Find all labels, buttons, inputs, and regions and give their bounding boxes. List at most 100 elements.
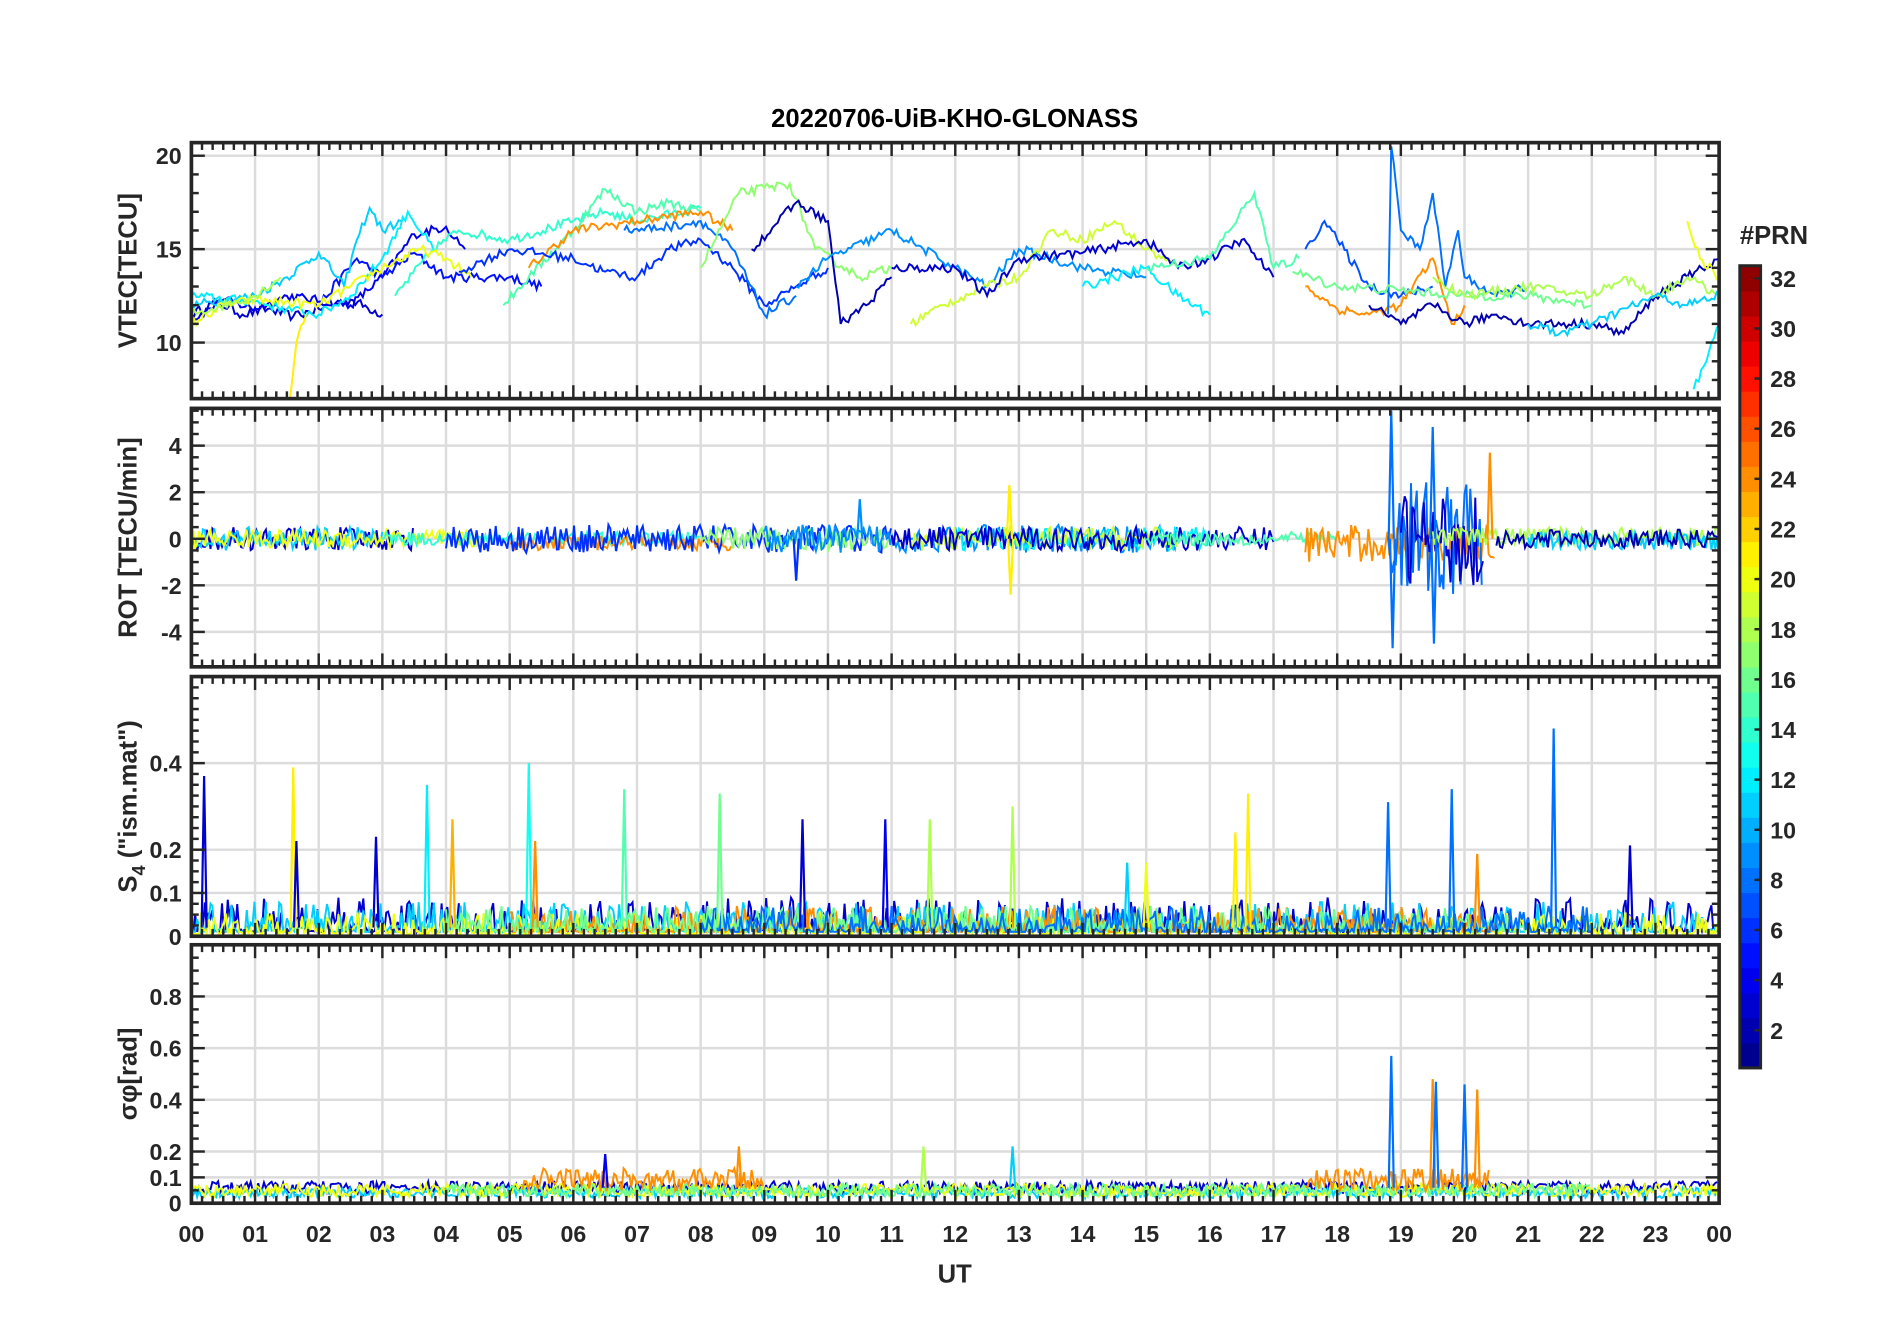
peak-prn-24 xyxy=(1486,452,1494,539)
band-prn-20 xyxy=(191,527,479,552)
y-tick-label: 0.4 xyxy=(149,751,181,777)
colorbar-swatch-29 xyxy=(1739,340,1761,367)
peak-prn-4 xyxy=(601,1154,609,1188)
peak-prn-18 xyxy=(919,1146,928,1188)
x-tick-label: 00 xyxy=(179,1221,205,1247)
peak-prn-8 xyxy=(1430,538,1438,644)
colorbar-swatch-5 xyxy=(1739,942,1761,969)
colorbar-tick-label: 12 xyxy=(1770,767,1796,793)
colorbar-swatch-3 xyxy=(1739,992,1761,1019)
x-tick-label: 10 xyxy=(815,1221,841,1247)
peak-prn-9 xyxy=(856,499,864,539)
y-axis-label: S4 ("ism.mat") xyxy=(115,720,150,892)
series-prn-24 xyxy=(527,208,734,269)
colorbar-swatch-22 xyxy=(1739,516,1761,543)
y-tick-label: 4 xyxy=(169,433,182,459)
colorbar-swatch-17 xyxy=(1739,641,1761,668)
band-prn-6 xyxy=(445,521,892,556)
x-tick-label: 12 xyxy=(942,1221,968,1247)
colorbar-swatch-18 xyxy=(1739,616,1761,643)
peak-prn-4 xyxy=(881,819,889,928)
label-rest: ("ism.mat") xyxy=(115,720,143,865)
peak-prn-8 xyxy=(1550,728,1558,928)
peak-prn-8 xyxy=(1387,1055,1395,1188)
series-prn-12 xyxy=(191,209,435,320)
peak-prn-8 xyxy=(1387,410,1395,539)
y-axis-label: VTEC[TECU] xyxy=(115,193,143,348)
y-tick-label: 0 xyxy=(169,924,182,950)
y-tick-label: 0.4 xyxy=(149,1087,181,1113)
colorbar-swatch-9 xyxy=(1739,842,1761,868)
colorbar-frame xyxy=(1738,264,1763,1070)
x-tick-label: 04 xyxy=(433,1221,459,1247)
series-prn-15 xyxy=(1145,189,1300,272)
colorbar-swatch-24 xyxy=(1739,466,1761,492)
band-prn-14 xyxy=(381,529,700,549)
colorbar-swatch-28 xyxy=(1739,366,1761,392)
y-tick-label: 0.1 xyxy=(149,881,181,907)
colorbar-tick-label: 18 xyxy=(1770,617,1796,643)
colorbar-tick-label: 28 xyxy=(1770,366,1796,392)
peak-prn-18 xyxy=(1008,806,1017,928)
series-prn-21 xyxy=(289,314,307,399)
series-prn-12 xyxy=(1081,263,1211,318)
x-tick-label: 13 xyxy=(1006,1221,1032,1247)
colorbar-tick-label: 4 xyxy=(1770,968,1783,994)
series-prn-18 xyxy=(191,276,282,316)
colorbar-tick-label: 8 xyxy=(1770,867,1783,893)
peak-prn-24 xyxy=(735,1146,743,1188)
series-prn-20 xyxy=(191,243,473,328)
series-prn-6 xyxy=(458,237,829,308)
peak-prn-8 xyxy=(1460,1084,1469,1188)
y-tick-label: 2 xyxy=(169,480,182,506)
colorbar-swatch-25 xyxy=(1739,441,1761,467)
peak-prn-3 xyxy=(798,819,807,928)
series-prn-11 xyxy=(191,205,402,309)
peak-prn-3 xyxy=(292,841,301,928)
x-tick-label: 23 xyxy=(1643,1221,1669,1247)
band-prn-24 xyxy=(521,1165,764,1194)
y-tick-label: -2 xyxy=(161,573,182,599)
x-tick-label: 14 xyxy=(1070,1221,1096,1247)
x-tick-label: 01 xyxy=(242,1221,268,1247)
peak-prn-24 xyxy=(1473,1089,1481,1188)
peak-prn-21 xyxy=(1006,538,1015,595)
colorbar-swatch-30 xyxy=(1739,315,1761,342)
peak-prn-8 xyxy=(1432,1081,1440,1188)
x-tick-label: 18 xyxy=(1324,1221,1350,1247)
series-prn-17 xyxy=(699,180,893,282)
x-tick-label: 15 xyxy=(1133,1221,1159,1247)
colorbar-swatch-1 xyxy=(1739,1042,1761,1069)
series-prn-18 xyxy=(1432,275,1720,301)
x-tick-label: 09 xyxy=(751,1221,777,1247)
colorbar-tick-label: 24 xyxy=(1770,466,1796,492)
peak-prn-8 xyxy=(1448,789,1456,928)
x-tick-label: 06 xyxy=(560,1221,586,1247)
colorbar-tick-label: 20 xyxy=(1770,567,1796,593)
colorbar-tick-label: 26 xyxy=(1770,416,1796,442)
series-prn-2 xyxy=(1368,257,1720,337)
colorbar-tick-label: 10 xyxy=(1770,817,1796,843)
peak-prn-24 xyxy=(531,841,539,928)
x-axis-label: UT xyxy=(938,1260,972,1288)
colorbar-tick-label: 30 xyxy=(1770,316,1796,342)
peak-prn-6 xyxy=(792,538,800,581)
band-prn-3 xyxy=(1399,495,1484,586)
colorbar-label: #PRN xyxy=(1740,222,1808,250)
y-tick-label: 0.6 xyxy=(149,1036,181,1062)
colorbar-swatch-19 xyxy=(1739,591,1761,618)
peak-prn-21 xyxy=(1005,485,1014,539)
colorbar-tick-label: 6 xyxy=(1770,918,1783,944)
peak-prn-16 xyxy=(716,793,724,928)
y-tick-label: 15 xyxy=(156,237,182,263)
colorbar-swatch-21 xyxy=(1739,541,1761,568)
peak-prn-3 xyxy=(1626,845,1634,928)
series-prn-2 xyxy=(751,199,893,325)
y-tick-label: 0.8 xyxy=(149,984,181,1010)
peak-prn-8 xyxy=(1388,538,1397,649)
colorbar-swatch-16 xyxy=(1739,666,1761,693)
peak-prn-8 xyxy=(1384,802,1392,928)
x-tick-label: 05 xyxy=(497,1221,523,1247)
colorbar-swatch-11 xyxy=(1739,792,1761,818)
colorbar-swatch-15 xyxy=(1739,691,1761,718)
